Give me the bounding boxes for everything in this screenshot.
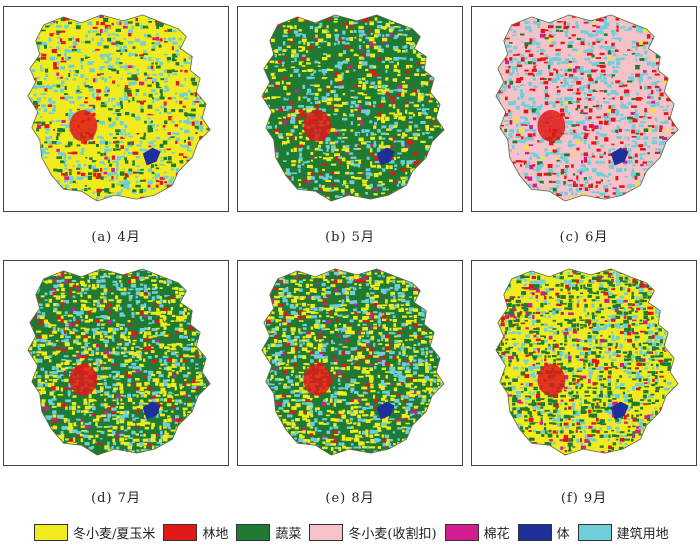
caption-june: (c) 6月 — [559, 230, 609, 245]
map-panel-may — [237, 6, 463, 212]
legend-label: 冬小麦(收割扣) — [348, 526, 437, 542]
map-september — [495, 268, 679, 456]
region-boundary — [261, 14, 445, 202]
map-june — [495, 14, 679, 202]
caption-august: (e) 8月 — [325, 491, 375, 506]
legend-label: 棉花 — [483, 526, 510, 542]
legend-item-vegetables: 蔬菜 — [236, 523, 301, 542]
legend-item-wheat-maize: 冬小麦/夏玉米 — [34, 523, 155, 542]
map-panel-august — [237, 260, 463, 466]
map-panel-june — [471, 6, 697, 212]
legend-swatch — [34, 523, 68, 541]
legend-swatch — [309, 523, 344, 541]
caption-september: (f) 9月 — [560, 491, 608, 506]
map-july — [27, 268, 211, 456]
map-panel-september — [471, 260, 697, 466]
map-panel-july — [3, 260, 229, 466]
legend-swatch — [444, 523, 479, 541]
caption-july: (d) 7月 — [91, 491, 141, 506]
legend-swatch — [517, 523, 552, 541]
legend-item-built-up: 建筑用地 — [577, 523, 669, 542]
legend-swatch — [163, 523, 198, 541]
region-boundary — [495, 268, 679, 456]
legend-item-wheat-harvested: 冬小麦(收割扣) — [309, 523, 437, 542]
caption-may: (b) 5月 — [325, 230, 375, 245]
legend-label: 林地 — [202, 526, 229, 542]
legend-label: 蔬菜 — [275, 526, 302, 542]
region-boundary — [495, 14, 679, 202]
legend-label: 建筑用地 — [616, 526, 669, 542]
map-panel-april — [3, 6, 229, 212]
caption-april: (a) 4月 — [91, 230, 141, 245]
legend-label: 冬小麦/夏玉米 — [73, 526, 156, 542]
legend: 冬小麦/夏玉米 林地 蔬菜 冬小麦(收割扣) 棉花 体 建筑用地 — [34, 521, 669, 543]
map-april — [27, 14, 211, 202]
region-boundary — [27, 268, 211, 456]
legend-swatch — [577, 523, 612, 541]
legend-label: 体 — [556, 526, 570, 542]
legend-item-cotton: 棉花 — [444, 523, 510, 542]
legend-swatch — [236, 523, 271, 541]
map-august — [261, 268, 445, 456]
legend-item-forest: 林地 — [163, 523, 228, 542]
region-boundary — [261, 268, 445, 456]
legend-item-water: 体 — [517, 523, 570, 542]
map-may — [261, 14, 445, 202]
region-boundary — [27, 14, 211, 202]
